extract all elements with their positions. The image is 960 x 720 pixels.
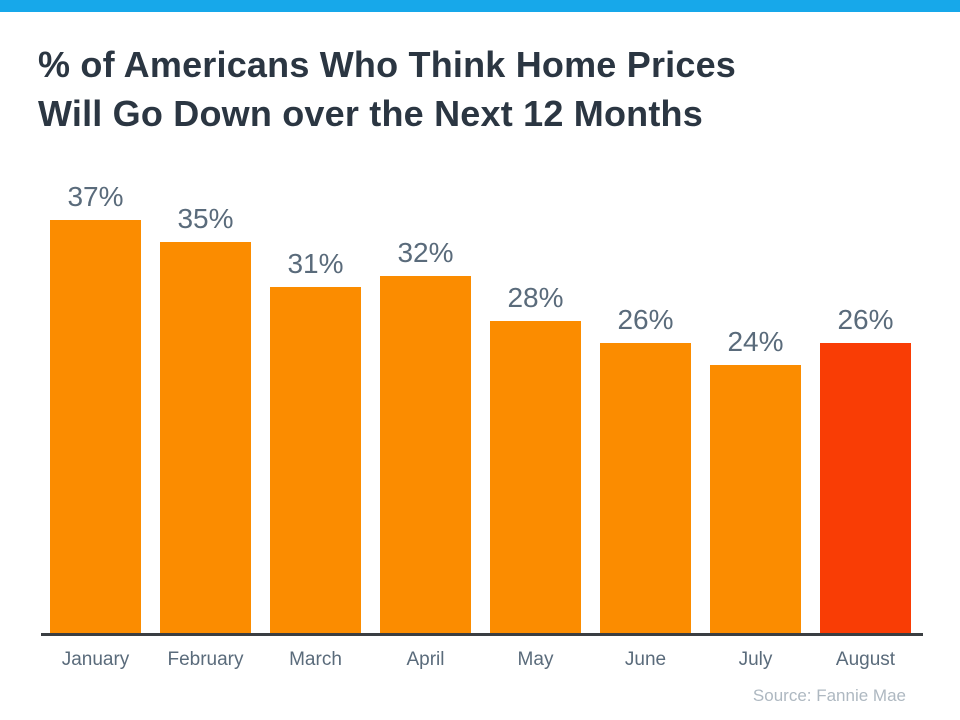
x-tick-label: January (61, 649, 130, 670)
bar (600, 343, 691, 633)
bar-column-may: 28% (490, 282, 581, 633)
bar (50, 220, 141, 633)
bar (710, 365, 801, 633)
bar (490, 321, 581, 633)
title-line-2: Will Go Down over the Next 12 Months (38, 93, 703, 134)
bar (820, 343, 911, 633)
source-note: Source: Fannie Mae (752, 686, 906, 705)
bar-column-june: 26% (600, 304, 691, 633)
x-tick-label: February (167, 649, 244, 670)
value-label: 26% (617, 304, 674, 335)
chart-title: % of Americans Who Think Home Prices Wil… (38, 40, 736, 138)
x-axis-line (41, 633, 923, 636)
x-tick-label: July (738, 649, 773, 670)
bar-column-april: 32% (380, 237, 471, 633)
bars-row: 37% 35% 31% 32% 28% 26% 24% 26% (50, 170, 911, 633)
value-label: 35% (177, 203, 234, 234)
value-label: 24% (727, 326, 784, 357)
bar-column-march: 31% (270, 248, 361, 633)
bar-column-january: 37% (50, 181, 141, 633)
value-label: 28% (507, 282, 564, 313)
value-label: 31% (287, 248, 344, 279)
bar-column-july: 24% (710, 326, 801, 633)
title-line-1: % of Americans Who Think Home Prices (38, 44, 737, 85)
value-label: 37% (67, 181, 124, 212)
x-tick-label: April (406, 649, 445, 670)
bar-column-february: 35% (160, 203, 251, 633)
bar-column-august: 26% (820, 304, 911, 633)
x-tick-label: May (517, 649, 554, 670)
value-label: 32% (397, 237, 454, 268)
x-tick-label: June (624, 649, 667, 670)
bar (380, 276, 471, 633)
value-label: 26% (837, 304, 894, 335)
bar (160, 242, 251, 633)
x-axis-labels: January February March April May June July Augu… (50, 649, 911, 671)
bar (270, 287, 361, 633)
x-tick-label: August (835, 649, 896, 670)
top-accent-bar (0, 0, 960, 12)
x-tick-label: March (289, 649, 342, 670)
